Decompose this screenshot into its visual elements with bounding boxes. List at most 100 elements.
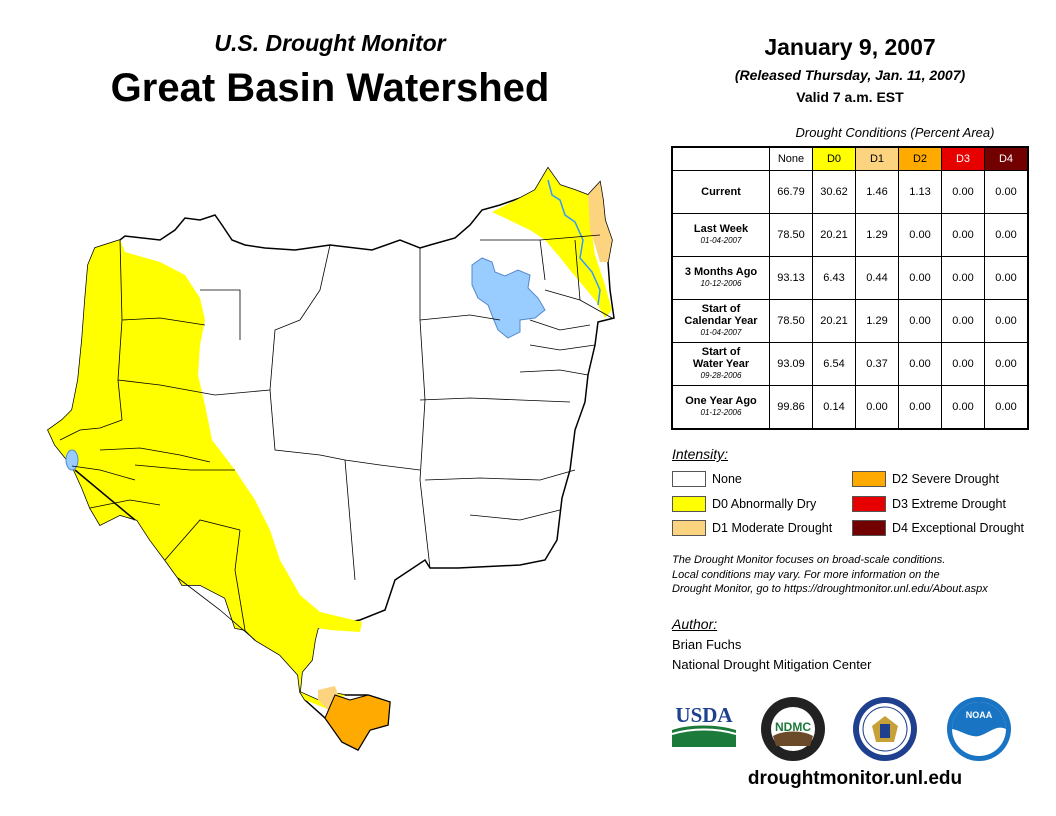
row-date: 10-12-2006 bbox=[700, 279, 742, 288]
table-row: Current 66.79 30.62 1.46 1.13 0.00 0.00 bbox=[671, 170, 1029, 214]
cell-d1: 0.00 bbox=[855, 385, 899, 430]
cell-d3: 0.00 bbox=[941, 170, 985, 214]
state-line-diagonal bbox=[74, 469, 136, 521]
legend-item-d2: D2 Severe Drought bbox=[852, 471, 999, 487]
legend-label: None bbox=[712, 472, 742, 486]
cell-d3: 0.00 bbox=[941, 342, 985, 386]
note-line: The Drought Monitor focuses on broad-sca… bbox=[672, 554, 946, 566]
ndmc-logo: NDMC bbox=[761, 697, 825, 761]
author-org: National Drought Mitigation Center bbox=[672, 657, 872, 672]
legend-label: D0 Abnormally Dry bbox=[712, 497, 817, 511]
cell-d1: 1.29 bbox=[855, 213, 899, 257]
cell-d2: 0.00 bbox=[898, 299, 942, 343]
usace-seal bbox=[853, 697, 917, 761]
cell-d0: 20.21 bbox=[812, 299, 856, 343]
legend-swatch bbox=[672, 496, 706, 512]
row-date: 01-04-2007 bbox=[700, 236, 742, 245]
table-row: 3 Months Ago 10-12-2006 93.13 6.43 0.44 0… bbox=[671, 256, 1029, 300]
note-line: Local conditions may vary. For more info… bbox=[672, 568, 940, 581]
legend-swatch bbox=[672, 520, 706, 536]
legend-swatch bbox=[852, 520, 886, 536]
conditions-title: Drought Conditions (Percent Area) bbox=[795, 125, 995, 140]
legend-item-d4: D4 Exceptional Drought bbox=[852, 520, 1024, 536]
legend-title: Intensity: bbox=[672, 446, 729, 462]
cell-d4: 0.00 bbox=[984, 213, 1029, 257]
noaa-logo: NOAA bbox=[947, 697, 1011, 761]
map-date: January 9, 2007 bbox=[764, 34, 936, 60]
author-name: Brian Fuchs bbox=[672, 637, 742, 652]
legend-label: D4 Exceptional Drought bbox=[892, 521, 1025, 535]
cell-d1: 0.37 bbox=[855, 342, 899, 386]
row-label: Last Week bbox=[693, 223, 749, 235]
legend-item-none: None bbox=[672, 471, 742, 487]
cell-d0: 30.62 bbox=[812, 170, 856, 214]
cell-d3: 0.00 bbox=[941, 385, 985, 430]
cell-none: 78.50 bbox=[769, 213, 813, 257]
usda-logo-text: USDA bbox=[675, 703, 733, 727]
cell-d0: 20.21 bbox=[812, 213, 856, 257]
row-label: Current bbox=[701, 186, 741, 198]
great-basin-map bbox=[47, 166, 615, 751]
cell-d3: 0.00 bbox=[941, 256, 985, 300]
legend-item-d3: D3 Extreme Drought bbox=[852, 496, 1006, 512]
cell-d4: 0.00 bbox=[984, 170, 1029, 214]
legend-swatch bbox=[672, 471, 706, 487]
row-label: 3 Months Ago bbox=[684, 266, 758, 278]
cell-d2: 0.00 bbox=[898, 213, 942, 257]
row-label-2: Calendar Year bbox=[684, 315, 758, 327]
lake-tahoe bbox=[65, 449, 79, 471]
cell-none: 93.13 bbox=[769, 256, 813, 300]
author-heading: Author: bbox=[672, 616, 718, 632]
row-label-2: Water Year bbox=[692, 358, 750, 370]
legend-swatch bbox=[852, 496, 886, 512]
region-d0-northeast bbox=[492, 168, 612, 318]
legend-label: D2 Severe Drought bbox=[892, 472, 1000, 486]
cell-none: 99.86 bbox=[769, 385, 813, 430]
map-subtitle: U.S. Drought Monitor bbox=[214, 30, 446, 56]
cell-d4: 0.00 bbox=[984, 385, 1029, 430]
col-none: None bbox=[769, 146, 813, 171]
legend-item-d0: D0 Abnormally Dry bbox=[672, 496, 816, 512]
valid-time: Valid 7 a.m. EST bbox=[796, 89, 904, 105]
basin-boundaries-west bbox=[59, 239, 321, 641]
table-row: Start of Calendar Year 01-04-2007 78.50 20… bbox=[671, 299, 1029, 343]
disclaimer-note: The Drought Monitor focuses on broad-sca… bbox=[672, 553, 1042, 597]
bear-river bbox=[547, 179, 601, 306]
row-date: 09-28-2006 bbox=[700, 371, 742, 380]
cell-d0: 6.43 bbox=[812, 256, 856, 300]
great-salt-lake bbox=[471, 257, 546, 339]
table-header-row: None D0 D1 D2 D3 D4 bbox=[672, 146, 1029, 171]
cell-d1: 1.29 bbox=[855, 299, 899, 343]
table-row: Start of Water Year 09-28-2006 93.09 6.54 … bbox=[671, 342, 1029, 386]
cell-none: 78.50 bbox=[769, 299, 813, 343]
cell-none: 66.79 bbox=[769, 170, 813, 214]
legend-swatch bbox=[852, 471, 886, 487]
cell-d1: 0.44 bbox=[855, 256, 899, 300]
cell-d0: 0.14 bbox=[812, 385, 856, 430]
cell-d3: 0.00 bbox=[941, 299, 985, 343]
col-d1: D1 bbox=[855, 146, 899, 171]
cell-d3: 0.00 bbox=[941, 213, 985, 257]
noaa-logo-text: NOAA bbox=[966, 710, 993, 720]
legend-item-d1: D1 Moderate Drought bbox=[672, 520, 832, 536]
cell-d4: 0.00 bbox=[984, 256, 1029, 300]
table-row: Last Week 01-04-2007 78.50 20.21 1.29 0.0… bbox=[671, 213, 1029, 257]
map-title: Great Basin Watershed bbox=[110, 66, 550, 110]
cell-d0: 6.54 bbox=[812, 342, 856, 386]
cell-d4: 0.00 bbox=[984, 299, 1029, 343]
cell-d2: 1.13 bbox=[898, 170, 942, 214]
cell-d1: 1.46 bbox=[855, 170, 899, 214]
region-d0-west bbox=[48, 240, 362, 710]
basin-boundaries-east bbox=[299, 234, 613, 581]
website-url[interactable]: droughtmonitor.unl.edu bbox=[747, 768, 963, 789]
cell-d2: 0.00 bbox=[898, 256, 942, 300]
usda-logo: USDA bbox=[671, 703, 737, 747]
col-d4: D4 bbox=[984, 146, 1029, 171]
col-d2: D2 bbox=[898, 146, 942, 171]
col-d3: D3 bbox=[941, 146, 985, 171]
region-d1-northeast bbox=[588, 182, 612, 262]
row-date: 01-04-2007 bbox=[700, 328, 742, 337]
col-d0: D0 bbox=[812, 146, 856, 171]
drought-conditions-table: None D0 D1 D2 D3 D4 Current 66.79 30.62 … bbox=[671, 146, 1029, 430]
row-label: One Year Ago bbox=[685, 395, 757, 407]
